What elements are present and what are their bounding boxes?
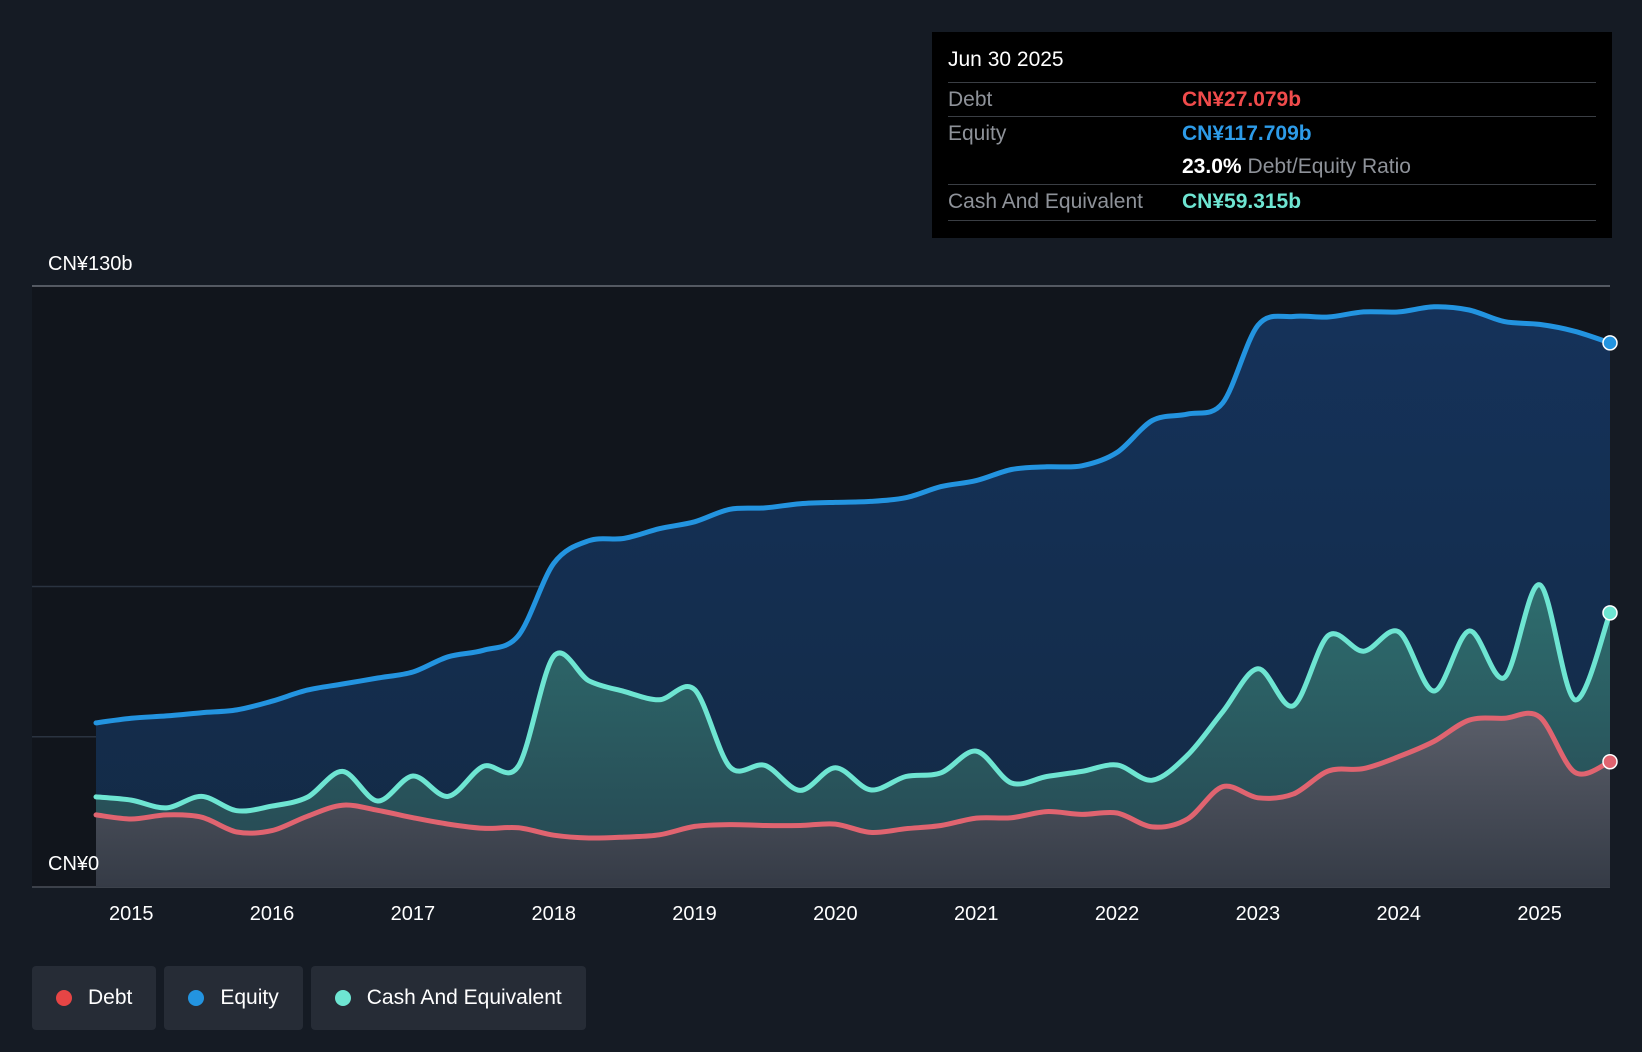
data-tooltip: Jun 30 2025 Debt CN¥27.079b Equity CN¥11… (932, 32, 1612, 238)
area-debt (96, 713, 1610, 887)
line-cash (93, 582, 1613, 814)
x-tick-label: 2019 (672, 903, 717, 925)
x-tick-label: 2024 (1376, 903, 1421, 925)
end-marker-equity (1602, 335, 1618, 351)
legend-label-debt: Debt (88, 986, 133, 1009)
x-tick-label: 2018 (531, 903, 576, 925)
x-tick-label: 2025 (1517, 903, 1562, 925)
tooltip-row-ratio: 23.0% Debt/Equity Ratio (948, 150, 1596, 184)
tooltip-debt-value: CN¥27.079b (1182, 88, 1302, 111)
tooltip-ratio-value: 23.0% (1182, 155, 1242, 178)
tooltip-row-debt: Debt CN¥27.079b (948, 82, 1596, 117)
chart-legend: Debt Equity Cash And Equivalent (32, 966, 586, 1030)
y-tick-label-min: CN¥0 (48, 853, 99, 875)
x-tick-label: 2015 (109, 903, 154, 925)
x-tick-label: 2022 (1095, 903, 1140, 925)
legend-label-cash: Cash And Equivalent (366, 986, 562, 1009)
tooltip-ratio-label: Debt/Equity Ratio (1247, 155, 1411, 178)
line-debt (93, 710, 1613, 841)
series-areas (96, 306, 1610, 887)
y-tick-label-max: CN¥130b (48, 253, 133, 275)
tooltip-date: Jun 30 2025 (948, 48, 1064, 71)
legend-label-equity: Equity (220, 986, 279, 1009)
line-equity (93, 304, 1613, 726)
tooltip-cash-value: CN¥59.315b (1182, 190, 1302, 213)
tooltip-row-cash: Cash And Equivalent CN¥59.315b (948, 184, 1596, 219)
legend-item-equity[interactable]: Equity (164, 966, 303, 1030)
legend-dot-cash-icon (334, 990, 351, 1006)
tooltip-equity-value: CN¥117.709b (1182, 122, 1312, 145)
end-marker-cash (1602, 605, 1618, 621)
tooltip-debt-label: Debt (948, 88, 993, 111)
end-marker-debt (1602, 753, 1618, 770)
x-tick-label: 2016 (250, 903, 295, 925)
series-lines (93, 304, 1613, 841)
tooltip-cash-label: Cash And Equivalent (948, 190, 1143, 213)
x-tick-label: 2021 (954, 903, 999, 925)
legend-item-cash[interactable]: Cash And Equivalent (310, 966, 586, 1030)
legend-dot-debt-icon (56, 990, 72, 1006)
tooltip-ratio: 23.0% Debt/Equity Ratio (1182, 155, 1411, 179)
x-tick-label: 2017 (391, 903, 436, 925)
tooltip-divider (948, 220, 1596, 221)
y-axis-labels: CN¥130b CN¥0 (48, 253, 133, 875)
tooltip-row-equity: Equity CN¥117.709b (948, 116, 1596, 151)
tooltip-equity-label: Equity (948, 122, 1007, 145)
legend-dot-equity-icon (188, 990, 205, 1006)
legend-item-debt[interactable]: Debt (32, 966, 157, 1030)
x-tick-label: 2023 (1236, 903, 1281, 925)
x-axis-labels: 2015 2016 2017 2018 2019 2020 2021 2022 2023 2024… (109, 903, 1562, 925)
x-tick-label: 2020 (813, 903, 858, 925)
series-end-markers (1602, 335, 1618, 770)
